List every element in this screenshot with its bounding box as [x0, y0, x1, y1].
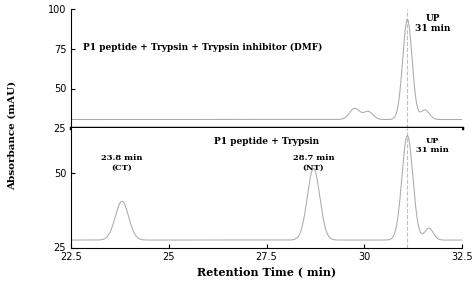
Text: 28.7 min
(NT): 28.7 min (NT): [293, 154, 334, 172]
Text: UP
31 min: UP 31 min: [416, 137, 449, 154]
Text: 23.8 min
(CT): 23.8 min (CT): [101, 154, 143, 172]
Text: Absorbance (mAU): Absorbance (mAU): [8, 80, 16, 190]
Text: P1 peptide + Trypsin: P1 peptide + Trypsin: [214, 136, 319, 146]
Text: P1 peptide + Trypsin + Trypsin inhibitor (DMF): P1 peptide + Trypsin + Trypsin inhibitor…: [83, 43, 322, 52]
X-axis label: Retention Time ( min): Retention Time ( min): [197, 266, 336, 278]
Text: UP
31 min: UP 31 min: [415, 14, 450, 33]
